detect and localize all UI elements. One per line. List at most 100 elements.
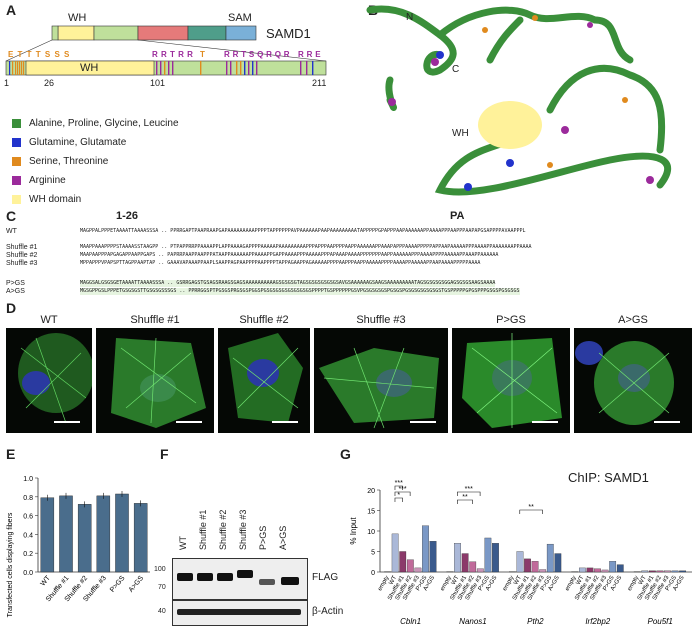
bar (40, 497, 55, 573)
significance-label: * (397, 492, 400, 499)
micrograph-shuffle3 (314, 328, 448, 433)
image-title-shuffle3: Shuffle #3 (356, 314, 406, 326)
gene-label: Pou5f1 (647, 617, 672, 626)
blot-actin (172, 600, 308, 626)
category-label: P>GS (109, 575, 127, 594)
bar (524, 558, 531, 573)
bar (492, 543, 499, 573)
red-segment (137, 25, 189, 41)
row-seq: MAAPAAPPPAPGAGAPPAAPPGAPS .. PAPRRPAAPPA… (80, 252, 499, 258)
bar (664, 570, 671, 573)
row-label: Shuffle #3 (6, 260, 38, 267)
condition-label: WT (388, 575, 398, 586)
alignment-row: P>GS MAGGSALGSGSGETAAAATTAAAASSSA .. GSR… (6, 280, 496, 287)
legend-item: Alanine, Proline, Glycine, Leucine (12, 118, 179, 129)
gene-label: Nanos1 (459, 617, 487, 626)
bar (679, 570, 687, 573)
bar (641, 570, 649, 573)
bar (115, 493, 129, 573)
bar (461, 553, 469, 573)
alignment-row: Shuffle #2 MAAPAAPPPAPGAGAPPAAPPGAPS .. … (6, 252, 498, 259)
bar (516, 551, 524, 573)
lane-label: WT (178, 536, 188, 550)
condition-label: WT (451, 575, 461, 586)
flag-label: FLAG (312, 572, 339, 583)
category-label: A>GS (128, 575, 146, 594)
lane-label: A>GS (278, 525, 288, 550)
panel-label-g: G (340, 446, 351, 462)
alignment-header-1-26: 1-26 (116, 210, 139, 222)
bar (616, 564, 624, 573)
bar (554, 553, 562, 573)
image-title-wt: WT (40, 314, 58, 326)
panel-label-c: C (6, 208, 17, 224)
significance-bracket (394, 497, 403, 502)
chart-e: 0.0 0.2 0.4 0.6 0.8 1.0 Transfected cells disp… (7, 476, 150, 617)
lane-label: Shuffle #1 (198, 509, 208, 550)
bar (578, 567, 586, 573)
y-tick-label: 0.8 (23, 495, 33, 502)
bar (59, 495, 73, 573)
structure-c: C (452, 64, 460, 75)
legend-swatch (12, 157, 21, 166)
significance-bracket (457, 499, 473, 504)
wh-domain-blob (478, 101, 542, 149)
significance-label: ** (462, 494, 468, 501)
condition-label: WT (513, 575, 523, 586)
y-tick-label: 0.2 (23, 551, 33, 558)
y-tick-label: 10 (367, 529, 375, 536)
y-axis-label: % Input (349, 517, 358, 545)
row-seq: MAAPPAAAPPPPSTAAAASSTAAGPP .. PTPAPPRRPP… (80, 244, 532, 250)
structure-wh: WH (452, 128, 469, 139)
wh-domain-box (57, 25, 95, 41)
image-title-shuffle1: Shuffle #1 (130, 314, 180, 326)
significance-bracket (519, 509, 543, 514)
bar (399, 551, 407, 573)
significance-label: *** (465, 486, 473, 493)
bar (476, 568, 484, 573)
row-seq: MAGPPALPPPETAAAATTAAAASSSA .. PPRRGAPTPA… (80, 228, 526, 235)
y-tick-label: 1.0 (23, 476, 33, 483)
category-label: WT (40, 574, 53, 587)
y-tick-label: 0.6 (23, 514, 33, 521)
chip-title: ChIP: SAMD1 (568, 470, 649, 485)
tick-101: 101 (150, 78, 166, 88)
bar (414, 567, 422, 573)
row-label: Shuffle #1 (6, 244, 38, 251)
condition-label: WT (638, 575, 648, 586)
row-label: A>GS (6, 288, 25, 295)
alignment-row: Shuffle #1 MAAPPAAAPPPPSTAAAASSTAAGPP ..… (6, 244, 532, 251)
marker-40: 40 (158, 608, 166, 615)
legend-item: Glutamine, Glutamate (12, 137, 126, 148)
tick-211: 211 (312, 78, 327, 88)
seq-right1: R R T S Q R Q R (224, 50, 290, 59)
tick-1: 1 (4, 78, 10, 88)
micrograph-pgs (452, 328, 570, 433)
legend-item: Serine, Threonine (12, 156, 108, 167)
y-tick-label: 15 (367, 509, 375, 516)
protein-name: SAMD1 (266, 26, 311, 41)
structure-model (366, 5, 672, 196)
bar (454, 543, 461, 573)
row-seq: MGSGPPGSLPPPETGSGSGSTTGSGSGSSSGS .. PPRR… (80, 288, 520, 295)
bar (406, 559, 414, 573)
bar (656, 570, 664, 573)
legend-item: Arginine (12, 175, 66, 186)
marker-100: 100 (154, 566, 166, 573)
domain-diagram (5, 25, 327, 76)
panel-label-a: A (6, 2, 17, 18)
wh-expanded-box (25, 60, 155, 76)
bar (391, 533, 399, 573)
alignment-row: WT MAGPPALPPPETAAAATTAAAASSSA .. PPRRGAP… (6, 228, 526, 235)
image-title-ags: A>GS (618, 314, 648, 326)
legend-swatch (12, 119, 21, 128)
lane-label: P>GS (258, 525, 268, 550)
gene-label: Pth2 (527, 617, 544, 626)
alignment-row: A>GS MGSGPPGSLPPPETGSGSGSTTGSGSGSSSGS ..… (6, 288, 520, 295)
bar (422, 525, 429, 573)
row-label: Shuffle #2 (6, 252, 38, 259)
row-label: WT (6, 228, 17, 235)
row-label: P>GS (6, 280, 25, 287)
lane-label: Shuffle #2 (218, 509, 228, 550)
sam-label: SAM (228, 12, 252, 24)
